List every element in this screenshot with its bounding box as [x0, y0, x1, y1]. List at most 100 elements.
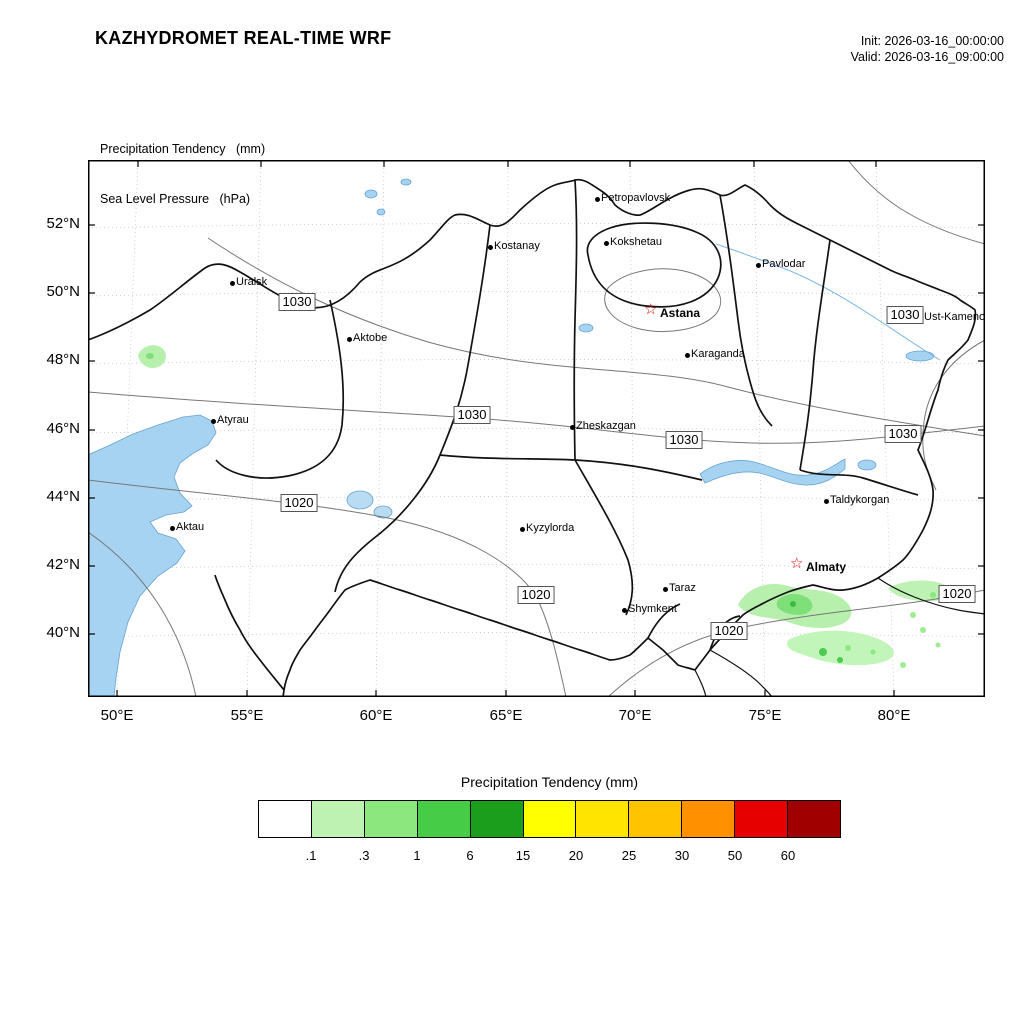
pressure-label: 1020	[280, 494, 318, 512]
city-dot-icon	[594, 196, 600, 202]
legend-tick-label: 25	[621, 848, 637, 863]
capital-star-icon: ☆	[644, 301, 658, 318]
lake-alakol	[857, 459, 877, 471]
lake-tengiz	[578, 323, 594, 333]
map-canvas	[88, 160, 985, 697]
legend-swatch	[470, 801, 524, 837]
city-label: Aktau	[176, 521, 205, 533]
pressure-label: 1020	[710, 622, 748, 640]
city-label: Pavlodar	[762, 258, 806, 270]
lon-tick-label: 65°E	[489, 707, 523, 724]
city-dot-icon	[569, 424, 575, 430]
city-label: Taraz	[669, 582, 696, 594]
city-label: Aktobe	[353, 332, 388, 344]
map-border	[88, 160, 985, 697]
city-label: Kostanay	[494, 240, 540, 252]
legend-tick-label: 6	[466, 848, 474, 863]
field-caption-precip: Precipitation Tendency (mm)	[100, 141, 266, 156]
city-dot-icon	[346, 336, 352, 342]
lat-tick-label: 44°N	[46, 488, 80, 505]
precipitation-areas	[138, 345, 951, 668]
lake-balkhash	[699, 458, 846, 486]
city-dot-icon	[603, 240, 609, 246]
city-dot-icon	[519, 526, 525, 532]
legend-swatch	[364, 801, 418, 837]
city-label: Almaty	[806, 560, 847, 574]
legend-swatch	[417, 801, 471, 837]
legend-swatch	[682, 801, 736, 837]
lat-tick-label: 50°N	[46, 283, 80, 300]
city-dot-icon	[755, 262, 761, 268]
city-dot-icon	[662, 586, 668, 592]
legend-swatch	[735, 801, 789, 837]
legend-swatch	[788, 801, 840, 837]
legend-swatch	[259, 801, 312, 837]
lat-tick-label: 42°N	[46, 556, 80, 573]
city-label: Ust-Kamenogorsk	[924, 311, 985, 323]
lon-tick-label: 55°E	[230, 707, 264, 724]
city-dot-icon	[487, 244, 493, 250]
pressure-label: 1030	[886, 306, 924, 324]
valid-time: Valid: 2026-03-16_09:00:00	[850, 50, 1004, 65]
legend-colorbar	[258, 800, 841, 838]
admin-boundaries	[88, 178, 985, 697]
legend-tick-label: 1	[413, 848, 421, 863]
page-title: KAZHYDROMET REAL-TIME WRF	[95, 28, 392, 48]
aral-sea	[373, 505, 393, 519]
city-label: Uralsk	[236, 276, 268, 288]
water-bodies	[88, 178, 941, 697]
city-dot-icon	[684, 352, 690, 358]
pressure-label: 1030	[278, 293, 316, 311]
aral-sea	[346, 490, 374, 510]
city-dot-icon	[210, 418, 216, 424]
city-label: Karaganda	[691, 348, 745, 360]
legend-title: Precipitation Tendency (mm)	[460, 774, 639, 790]
legend-tick-label: .3	[358, 848, 370, 863]
small-lake	[376, 208, 386, 216]
city-label: Astana	[660, 306, 701, 320]
lat-tick-label: 48°N	[46, 351, 80, 368]
lon-tick-label: 75°E	[748, 707, 782, 724]
city-label: Zheskazgan	[576, 420, 636, 432]
city-dot-icon	[823, 498, 829, 504]
pressure-label: 1030	[884, 425, 922, 443]
legend-swatch	[576, 801, 630, 837]
small-lake	[400, 178, 412, 186]
field-captions: Precipitation Tendency (mm) Sea Level Pr…	[100, 107, 265, 242]
legend-tick-label: 30	[674, 848, 690, 863]
legend-tick-label: .1	[305, 848, 317, 863]
lake-zaysan	[905, 350, 935, 362]
city-label: Shymkent	[628, 603, 677, 615]
pressure-contours	[88, 160, 985, 697]
city-dot-icon	[169, 525, 175, 531]
legend-swatch	[311, 801, 365, 837]
lon-tick-label: 50°E	[100, 707, 134, 724]
city-label: Petropavlovsk	[601, 192, 671, 204]
legend-tick-label: 60	[780, 848, 796, 863]
small-lake	[364, 189, 378, 199]
city-label: Taldykorgan	[830, 494, 890, 506]
pressure-label: 1030	[453, 406, 491, 424]
lat-tick-label: 40°N	[46, 624, 80, 641]
legend-tick-labels: .1 .3 1 6 15 20 25 30 50 60	[258, 848, 841, 864]
city-label: Kokshetau	[610, 236, 662, 248]
legend-swatch	[629, 801, 683, 837]
legend-tick-label: 20	[568, 848, 584, 863]
init-time: Init: 2026-03-16_00:00:00	[860, 34, 1004, 48]
city-dot-icon	[229, 280, 235, 286]
pressure-label: 1020	[938, 585, 976, 603]
legend-tick-label: 50	[727, 848, 743, 863]
lon-tick-label: 80°E	[877, 707, 911, 724]
capital-star-icon: ☆	[790, 555, 804, 572]
pressure-label: 1030	[665, 431, 703, 449]
lat-tick-label: 46°N	[46, 420, 80, 437]
caspian-sea	[88, 414, 217, 697]
irtysh-river	[715, 243, 941, 361]
model-times: Init: 2026-03-16_00:00:00 Valid: 2026-03…	[851, 33, 1004, 66]
pressure-label: 1020	[517, 586, 555, 604]
city-dot-icon	[621, 607, 627, 613]
map-frame: 1030 1030 1030 1030 1030 1020 1020 1020 …	[88, 160, 985, 697]
legend-swatch	[523, 801, 577, 837]
city-label: Atyrau	[217, 414, 249, 426]
